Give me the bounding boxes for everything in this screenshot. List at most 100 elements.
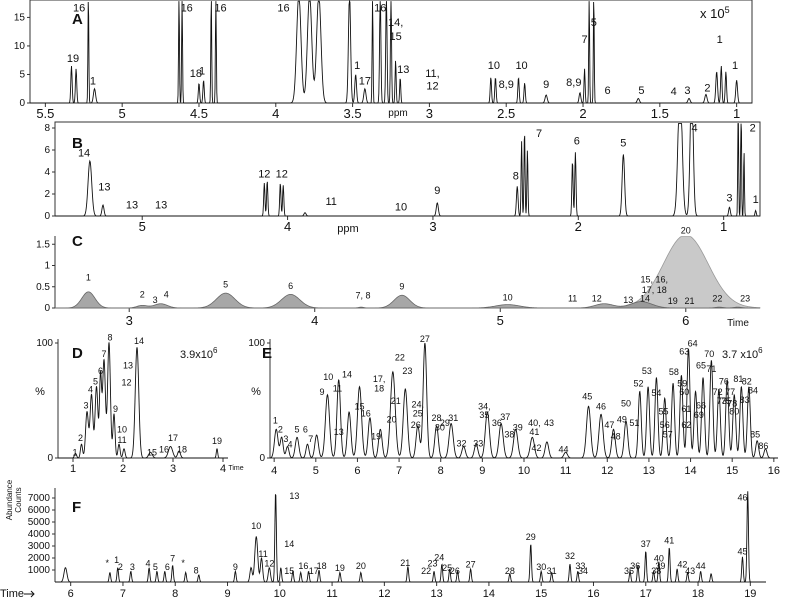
peak-label: 31 (547, 566, 557, 576)
peak-label: 16 (298, 561, 308, 571)
peak-label: 10 (323, 372, 333, 382)
peak-label: 8,9 (499, 79, 514, 91)
peak-label: 18 (190, 68, 202, 80)
peak-label: 14 (640, 294, 650, 304)
peak-label: 21 (391, 396, 401, 406)
peak-label: 2 (78, 433, 83, 443)
peak-label: 15 (147, 448, 157, 458)
peak-label: 73 (717, 396, 727, 406)
peak-label: 9 (113, 404, 118, 414)
x-tick-label: 9 (479, 465, 485, 477)
peak-label: 15 (389, 31, 401, 43)
x-tick-label: 14 (684, 465, 696, 477)
peak-label: 35 (479, 410, 489, 420)
peak-label: 6 (165, 562, 170, 572)
x-tick-label: 4 (271, 465, 277, 477)
peak-label: 16 (159, 444, 169, 454)
peak-label: 28 (505, 566, 515, 576)
peak-label: 13 (155, 199, 167, 211)
panel-letter: B (72, 135, 83, 152)
peak-label: 11 (258, 549, 267, 559)
peak-label: 27 (420, 334, 430, 344)
peak-label: 16 (214, 3, 226, 15)
peak-label: 4 (287, 440, 292, 450)
peak-label: 7 (581, 34, 587, 46)
peak-label: 65 (696, 360, 706, 370)
peak-label: 8 (107, 333, 112, 343)
x-tick-label: 15 (535, 588, 547, 600)
peak-label: 20 (387, 414, 397, 424)
y-axis-title-line2: Counts (14, 487, 23, 512)
x-tick-label: 17 (640, 588, 652, 600)
peak-label: 16 (277, 3, 289, 15)
peak-label: 15, 16, (640, 275, 668, 285)
peak-label: 70 (704, 349, 714, 359)
peak-label: 2 (278, 425, 283, 435)
x-tick-label: 19 (744, 588, 756, 600)
x-tick-label: 6 (682, 313, 689, 328)
peak-label: 13 (623, 295, 633, 305)
x-tick-label: 4 (272, 106, 279, 121)
y-tick-label: 8 (44, 123, 50, 134)
peak-label: 2 (140, 289, 145, 299)
peak-label: 6 (303, 425, 308, 435)
x-tick-label: 5 (497, 313, 504, 328)
y-tick-label: 3000 (28, 541, 51, 552)
plot-frame (29, 0, 753, 104)
peak-label: 50 (621, 398, 631, 408)
peak-label: 44 (559, 444, 569, 454)
y-tick-label: 4 (44, 167, 50, 178)
peak-label: 14 (342, 370, 352, 380)
peak-label: 39 (513, 422, 523, 432)
peak-label: 8 (194, 566, 199, 576)
peak-label: 44 (696, 561, 706, 571)
peak-label: 30 (536, 562, 546, 572)
peak-label: 38 (504, 429, 514, 439)
peak-label: 37 (500, 412, 510, 422)
peak-label: 25 (442, 563, 452, 573)
peak-label: 24 (434, 552, 444, 562)
spectrum-trace (55, 123, 760, 217)
x-tick-label: 11 (560, 465, 571, 477)
scale-base: 3.9x10 (180, 349, 213, 361)
peak-label: 13 (334, 427, 344, 437)
peak-label: 22 (395, 352, 405, 362)
peak-label: 6 (574, 136, 580, 148)
peak-label: 22 (421, 566, 431, 576)
x-tick-label: 5 (119, 106, 126, 121)
x-tick-label: 10 (518, 465, 530, 477)
peak-label: 43 (685, 566, 695, 576)
x-tick-label: 8 (438, 465, 444, 477)
y-tick-label: 2000 (28, 553, 51, 564)
peak-label: 17 (359, 76, 371, 88)
peak-label: 69 (694, 410, 704, 420)
peak-label: 41 (664, 536, 674, 546)
x-tick-label: 14 (483, 588, 495, 600)
peak-label: 46 (596, 402, 606, 412)
panel-letter: C (72, 233, 83, 250)
peak-label: 12 (121, 378, 131, 388)
peak-label: 9 (320, 387, 325, 397)
peak-label: 45 (582, 391, 592, 401)
chromatogram-area-major (55, 236, 761, 309)
scale-factor: 3.9x106 (180, 346, 218, 361)
peak-label: 29 (526, 532, 536, 542)
x-tick-label: 2 (120, 463, 126, 475)
x-tick-label: 5 (139, 219, 146, 234)
peak-label: * (106, 558, 110, 568)
x-tick-label: 2 (575, 219, 582, 234)
peak-label: 66 (696, 401, 706, 411)
peak-label: 17, (373, 374, 386, 384)
peak-label: 27 (466, 560, 476, 570)
peak-label: 4 (671, 86, 677, 98)
panel-b-nmr-spectrum: B 0 2 4 6 8 5 4 3 2 1 14 13 13 13 12 12 11 10 9 8 7 6 5 4 3 2 1 ppm (44, 121, 761, 235)
y-tick-label: 100 (248, 338, 265, 349)
x-tick-label: 12 (601, 465, 613, 477)
peak-label: 4 (692, 122, 698, 134)
y-tick-label: 6 (44, 145, 50, 156)
peak-label: 20 (681, 226, 691, 236)
peak-label: 45 (737, 546, 747, 556)
peak-label: 31 (448, 413, 458, 423)
peak-label: 51 (629, 418, 639, 428)
